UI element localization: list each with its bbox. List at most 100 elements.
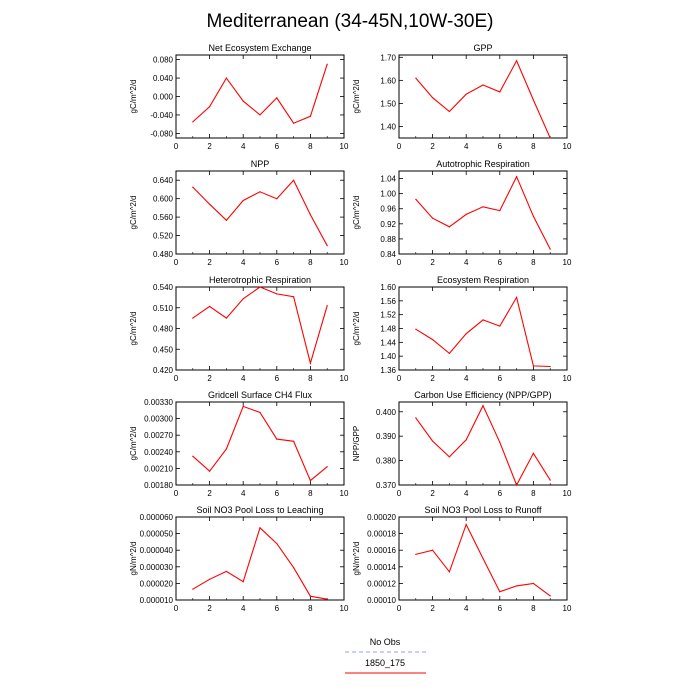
y-axis-label: gC/m^2/d	[352, 196, 361, 230]
data-point	[259, 191, 261, 193]
data-point	[225, 570, 227, 573]
data-point	[415, 553, 417, 555]
data-point	[309, 214, 311, 216]
series-line-1850-175	[415, 404, 551, 487]
x-tick-label: 8	[308, 374, 313, 383]
y-tick-label: 0.00180	[144, 481, 173, 490]
y-tick-label: 0.640	[153, 176, 174, 185]
x-tick-label: 8	[531, 258, 536, 267]
data-point	[516, 60, 518, 62]
plot-frame	[175, 54, 345, 139]
plot-frame	[398, 401, 568, 486]
data-point	[293, 122, 295, 124]
x-tick-label: 6	[275, 374, 280, 383]
y-tick-label: 1.44	[380, 338, 396, 347]
data-point	[192, 186, 194, 188]
y-axis-label: gC/m^2/d	[129, 312, 138, 346]
data-point	[432, 217, 434, 219]
y-tick-label: 1.40	[380, 122, 396, 131]
data-point	[499, 91, 501, 93]
y-tick-label: 0.370	[376, 481, 397, 490]
data-point	[309, 479, 311, 482]
x-tick-label: 2	[430, 489, 435, 498]
data-point	[242, 581, 244, 583]
data-point	[532, 99, 535, 101]
series-line-1850-175	[192, 405, 328, 482]
panel-title: Autotrophic Respiration	[436, 159, 530, 169]
y-tick-label: 0.400	[376, 408, 397, 417]
data-point	[532, 452, 535, 454]
y-tick-label: 0.540	[153, 283, 174, 292]
data-point	[242, 298, 244, 300]
y-tick-label: 0.96	[380, 205, 396, 214]
y-tick-label: 0.450	[153, 345, 174, 354]
data-point	[209, 578, 211, 580]
data-point	[259, 114, 261, 116]
panel-autotrophic-respiration: Autotrophic Respiration 0 2 4 6 8 10 0.84 0.88 0.…	[352, 159, 572, 267]
x-tick-label: 10	[340, 374, 349, 383]
data-point	[242, 100, 244, 102]
data-point	[259, 411, 261, 414]
data-point	[532, 582, 535, 585]
legend-label-1850-175: 1850_175	[365, 658, 405, 668]
y-tick-label: 1.36	[380, 366, 396, 375]
data-point	[465, 213, 467, 215]
data-point	[482, 319, 484, 321]
y-tick-label: 0.480	[153, 325, 174, 334]
x-tick-label: 2	[430, 604, 435, 613]
panel-title: Heterotrophic Respiration	[209, 275, 311, 285]
data-point	[225, 317, 227, 319]
x-tick-label: 0	[174, 604, 179, 613]
x-tick-label: 6	[275, 258, 280, 267]
panel-title: Ecosystem Respiration	[437, 275, 529, 285]
plot-frame	[175, 170, 345, 255]
x-tick-label: 0	[397, 489, 402, 498]
data-point	[448, 110, 450, 113]
data-point	[499, 591, 501, 593]
y-tick-label: -0.040	[150, 111, 173, 120]
y-tick-label: 1.60	[380, 76, 396, 85]
data-point	[309, 362, 311, 364]
series-line-1850-175	[415, 523, 551, 597]
panel-title: Net Ecosystem Exchange	[208, 43, 311, 53]
x-tick-label: 8	[308, 258, 313, 267]
data-point	[276, 438, 278, 440]
panel-title: Soil NO3 Pool Loss to Leaching	[196, 505, 323, 515]
x-tick-label: 2	[430, 142, 435, 151]
x-tick-label: 6	[498, 374, 503, 383]
x-tick-label: 0	[397, 604, 402, 613]
data-point	[482, 84, 484, 86]
data-point	[326, 305, 328, 307]
y-tick-label: 1.00	[380, 190, 396, 199]
data-point	[293, 567, 295, 569]
y-tick-label: 0.00020	[367, 513, 396, 522]
y-tick-label: 0.000050	[140, 530, 174, 539]
data-point	[192, 588, 194, 590]
data-point	[242, 199, 244, 202]
y-axis-label: gC/m^2/d	[352, 312, 361, 346]
y-tick-label: 1.50	[380, 99, 396, 108]
y-tick-label: 1.70	[380, 53, 396, 62]
x-tick-label: 4	[464, 258, 469, 267]
data-point	[549, 248, 551, 250]
data-point	[516, 585, 518, 587]
x-tick-label: 10	[563, 374, 572, 383]
data-point	[499, 441, 501, 443]
data-point	[192, 455, 194, 457]
data-point	[225, 448, 227, 450]
y-tick-label: 0.000030	[140, 563, 174, 572]
y-axis-label: gC/m^2/d	[129, 196, 138, 230]
y-tick-label: 0.000040	[140, 546, 174, 555]
y-tick-label: 0.520	[153, 232, 174, 241]
y-tick-label: 0.88	[380, 235, 396, 244]
legend: No Obs 1850_175	[345, 637, 426, 674]
x-tick-label: 2	[430, 374, 435, 383]
data-point	[276, 293, 278, 295]
y-tick-label: 0.510	[153, 304, 174, 313]
data-point	[209, 305, 211, 307]
x-tick-label: 0	[174, 142, 179, 151]
y-tick-label: 0.00300	[144, 415, 173, 424]
y-tick-label: 1.56	[380, 297, 396, 306]
panel-gridcell-surface-ch4-flux: Gridcell Surface CH4 Flux 0 2 4 6 8 10 0.00180 0…	[129, 390, 349, 498]
panel-heterotrophic-respiration: Heterotrophic Respiration 0 2 4 6 8 10 0.420 0.4…	[129, 275, 349, 383]
